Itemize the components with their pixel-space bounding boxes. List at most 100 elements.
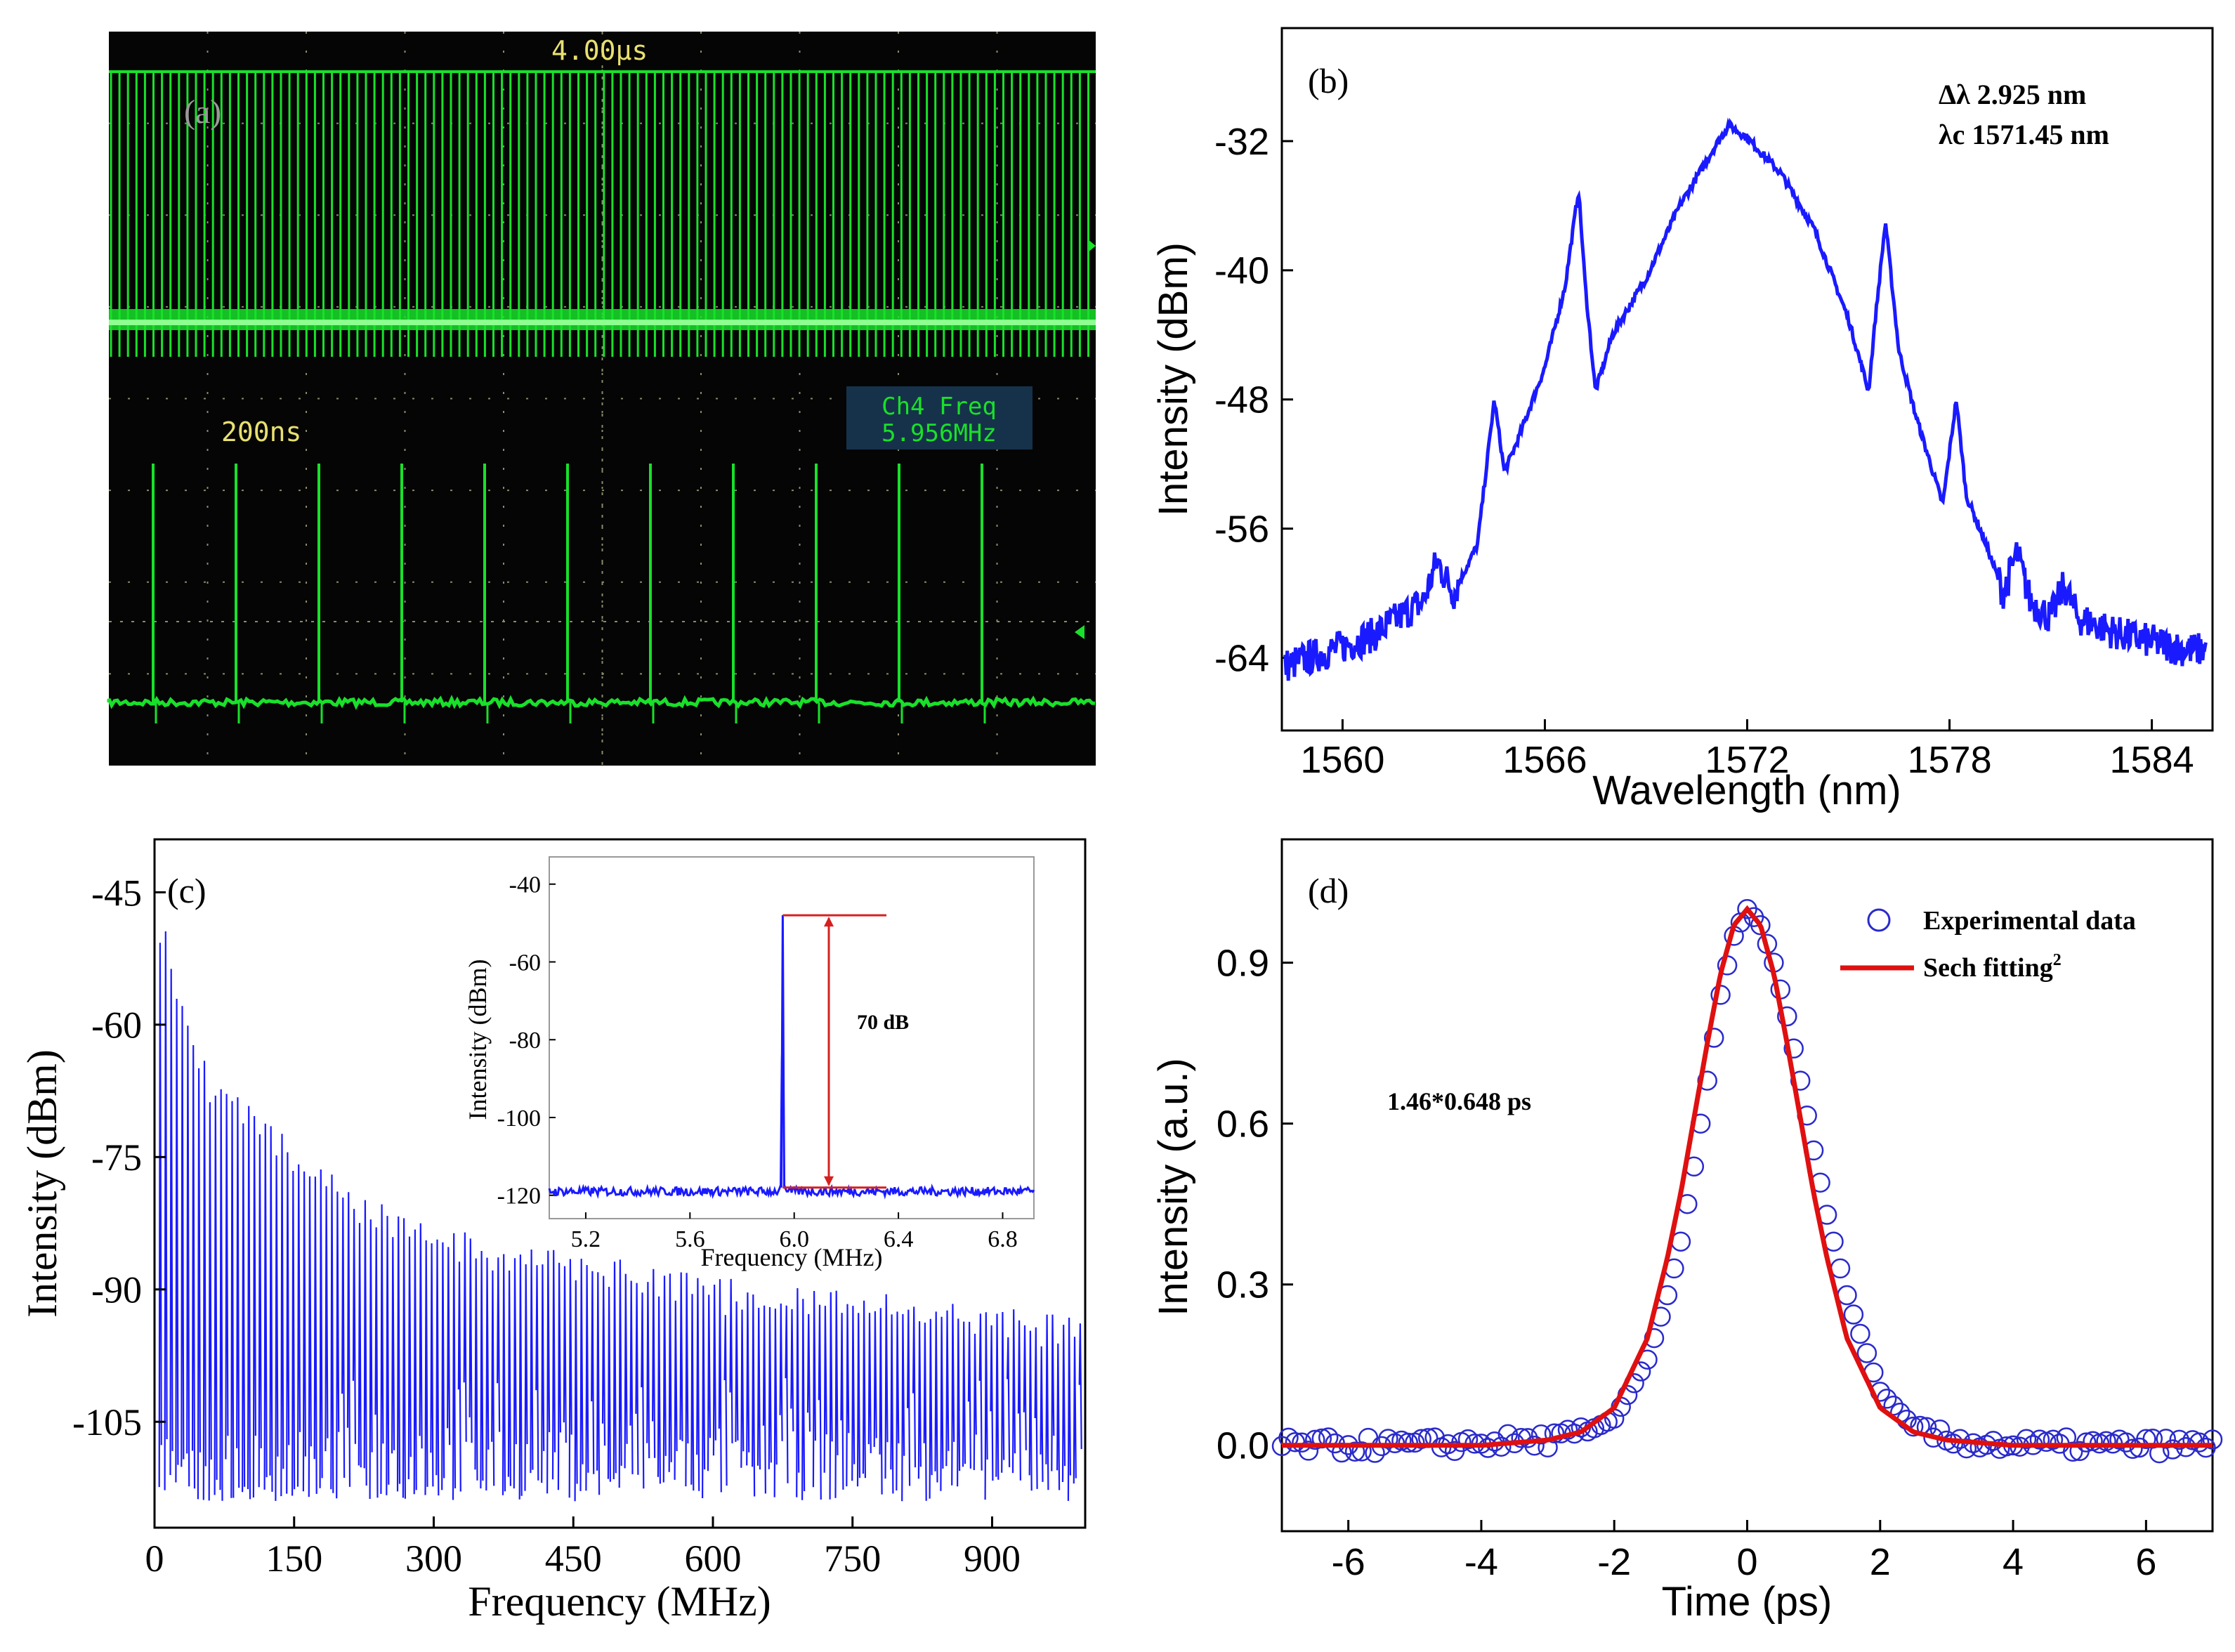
x-axis-label-d: Time (ps) <box>1662 1579 1833 1625</box>
x-axis-label-c: Frequency (MHz) <box>468 1578 771 1625</box>
x-tick-label: 6.0 <box>779 1226 809 1252</box>
freq-box <box>846 386 1033 450</box>
y-tick-label: -40 <box>1214 250 1269 292</box>
y-tick-label: 0.0 <box>1217 1425 1269 1467</box>
data-point <box>2189 1432 2210 1453</box>
data-point <box>2062 1441 2083 1462</box>
x-axis-inset: 5.2 5.6 6.0 6.4 6.8 <box>571 1212 1018 1252</box>
series-fit-d <box>1282 905 2213 1448</box>
y-tick-label: -56 <box>1214 509 1269 551</box>
data-point <box>1856 1343 1877 1363</box>
x-tick-label: 1566 <box>1502 739 1587 781</box>
panel-label-c: (c) <box>167 871 207 910</box>
x-tick-label: 6.8 <box>988 1226 1018 1252</box>
panel-a: (a) 4.00µs 200ns Ch4 Freq 5.956MHz <box>107 32 1096 766</box>
x-axis-label-inset: Frequency (MHz) <box>701 1243 883 1271</box>
data-point <box>1517 1428 1538 1448</box>
y-tick-label: -32 <box>1214 121 1269 163</box>
data-point <box>1378 1429 1398 1449</box>
x-tick-label: -2 <box>1597 1541 1631 1583</box>
data-point <box>1830 1258 1851 1279</box>
level-marker-inset <box>782 914 886 1189</box>
x-tick-label: 2 <box>1870 1541 1891 1583</box>
data-point <box>1457 1429 1479 1450</box>
data-point <box>1398 1432 1419 1453</box>
data-point <box>1298 1441 1319 1461</box>
data-point <box>2016 1429 2037 1450</box>
y-axis-label-b: Intensity (dBm) <box>1151 242 1196 516</box>
y-tick-label: 0.6 <box>1217 1103 1269 1146</box>
data-point <box>1703 1028 1724 1048</box>
annotation-b-0: Δλ 2.925 nm <box>1939 79 2086 110</box>
y-tick-label: -75 <box>91 1136 142 1179</box>
data-point <box>1843 1304 1864 1325</box>
data-point <box>2156 1429 2176 1449</box>
y-axis-label-inset: Intensity (dBm) <box>464 959 492 1120</box>
y-tick-label: -120 <box>497 1184 541 1210</box>
y-axis-inset: -120 -100 -80 -60 -40 <box>497 872 556 1210</box>
series-line-b <box>1283 117 2208 681</box>
x-tick-label: 5.6 <box>675 1226 705 1252</box>
comb-lines <box>158 931 1082 1502</box>
data-point <box>2123 1438 2143 1460</box>
y-tick-label: -100 <box>497 1106 541 1132</box>
arrow-up-icon <box>824 917 834 927</box>
baseline-core <box>109 320 1096 325</box>
x-tick-label: 1584 <box>2110 739 2194 781</box>
plot-frame-d <box>1280 838 2214 1533</box>
top-timebase: 4.00µs <box>551 35 648 66</box>
plot-frame-inset <box>549 856 1035 1219</box>
x-axis-d: -6 -4 -2 0 2 4 6 <box>1332 1520 2156 1583</box>
top-trace <box>109 72 1096 357</box>
data-point <box>1837 1285 1857 1306</box>
x-tick-label: -4 <box>1464 1541 1498 1583</box>
top-trace-band <box>109 70 1096 73</box>
data-point <box>2076 1432 2097 1453</box>
y-tick-label: -60 <box>509 950 541 976</box>
panel-label-d: (d) <box>1308 871 1349 910</box>
x-axis-c: 0 150 300 450 600 750 900 <box>145 1516 1021 1580</box>
arrow-down-icon <box>824 1176 834 1186</box>
y-tick-label: 0.3 <box>1217 1264 1269 1306</box>
data-point <box>1478 1438 1498 1458</box>
annotation-d: 1.46*0.648 ps <box>1387 1087 1531 1115</box>
panel-c: 0 150 300 450 600 750 900 -105 -90 -75 -60 -45 (c)… <box>19 838 1087 1625</box>
x-tick-label: 6 <box>2135 1541 2156 1583</box>
panel-b: 1560 1566 1572 1578 1584 -64 -56 -48 -40 -32 (b)… <box>1151 27 2214 813</box>
annotation-b-1: λc 1571.45 nm <box>1939 119 2109 150</box>
panel-label-a: (a) <box>184 93 221 131</box>
freq-box-value: 5.956MHz <box>881 419 997 447</box>
y-axis-label-c: Intensity (dBm) <box>19 1049 65 1318</box>
legend-label-fit: Sech fitting2 <box>1923 951 2062 983</box>
inset-annotation: 70 dB <box>857 1011 909 1034</box>
y-axis-d: 0.0 0.3 0.6 0.9 <box>1217 943 1293 1467</box>
x-tick-label: 1578 <box>1907 739 1991 781</box>
x-tick-label: 750 <box>824 1538 881 1580</box>
y-axis-b: -64 -56 -48 -40 -32 <box>1214 121 1293 679</box>
data-point <box>1750 914 1771 936</box>
x-tick-label: 1560 <box>1300 739 1384 781</box>
x-axis-label-b: Wavelength (nm) <box>1592 768 1901 813</box>
inset-c: 5.2 5.6 6.0 6.4 6.8 -120-100-80-60-40 70 dB … <box>464 856 1035 1271</box>
data-point <box>1305 1429 1325 1450</box>
y-tick-label: -48 <box>1214 379 1269 421</box>
x-tick-label: 0 <box>1736 1541 1757 1583</box>
y-axis-c: -105 -90 -75 -60 -45 <box>72 872 166 1443</box>
legend-d: Experimental data Sech fitting2 <box>1840 906 2136 983</box>
x-tick-label: 1572 <box>1705 739 1789 781</box>
data-point <box>2202 1429 2223 1450</box>
bottom-trace <box>107 464 1096 723</box>
ch-marker-bottom-icon <box>1075 625 1084 639</box>
y-tick-label: -40 <box>509 872 541 898</box>
y-tick-label: -90 <box>91 1269 142 1311</box>
x-tick-label: 300 <box>405 1538 462 1580</box>
x-tick-label: 450 <box>545 1538 602 1580</box>
data-point <box>1790 1070 1811 1091</box>
data-point <box>1524 1435 1545 1456</box>
data-point <box>1850 1323 1870 1344</box>
x-tick-label: -6 <box>1332 1541 1365 1583</box>
y-tick-label: -60 <box>91 1004 142 1047</box>
x-tick-label: 600 <box>685 1538 742 1580</box>
series-markers-d <box>1271 899 2223 1464</box>
data-point <box>1531 1424 1552 1445</box>
